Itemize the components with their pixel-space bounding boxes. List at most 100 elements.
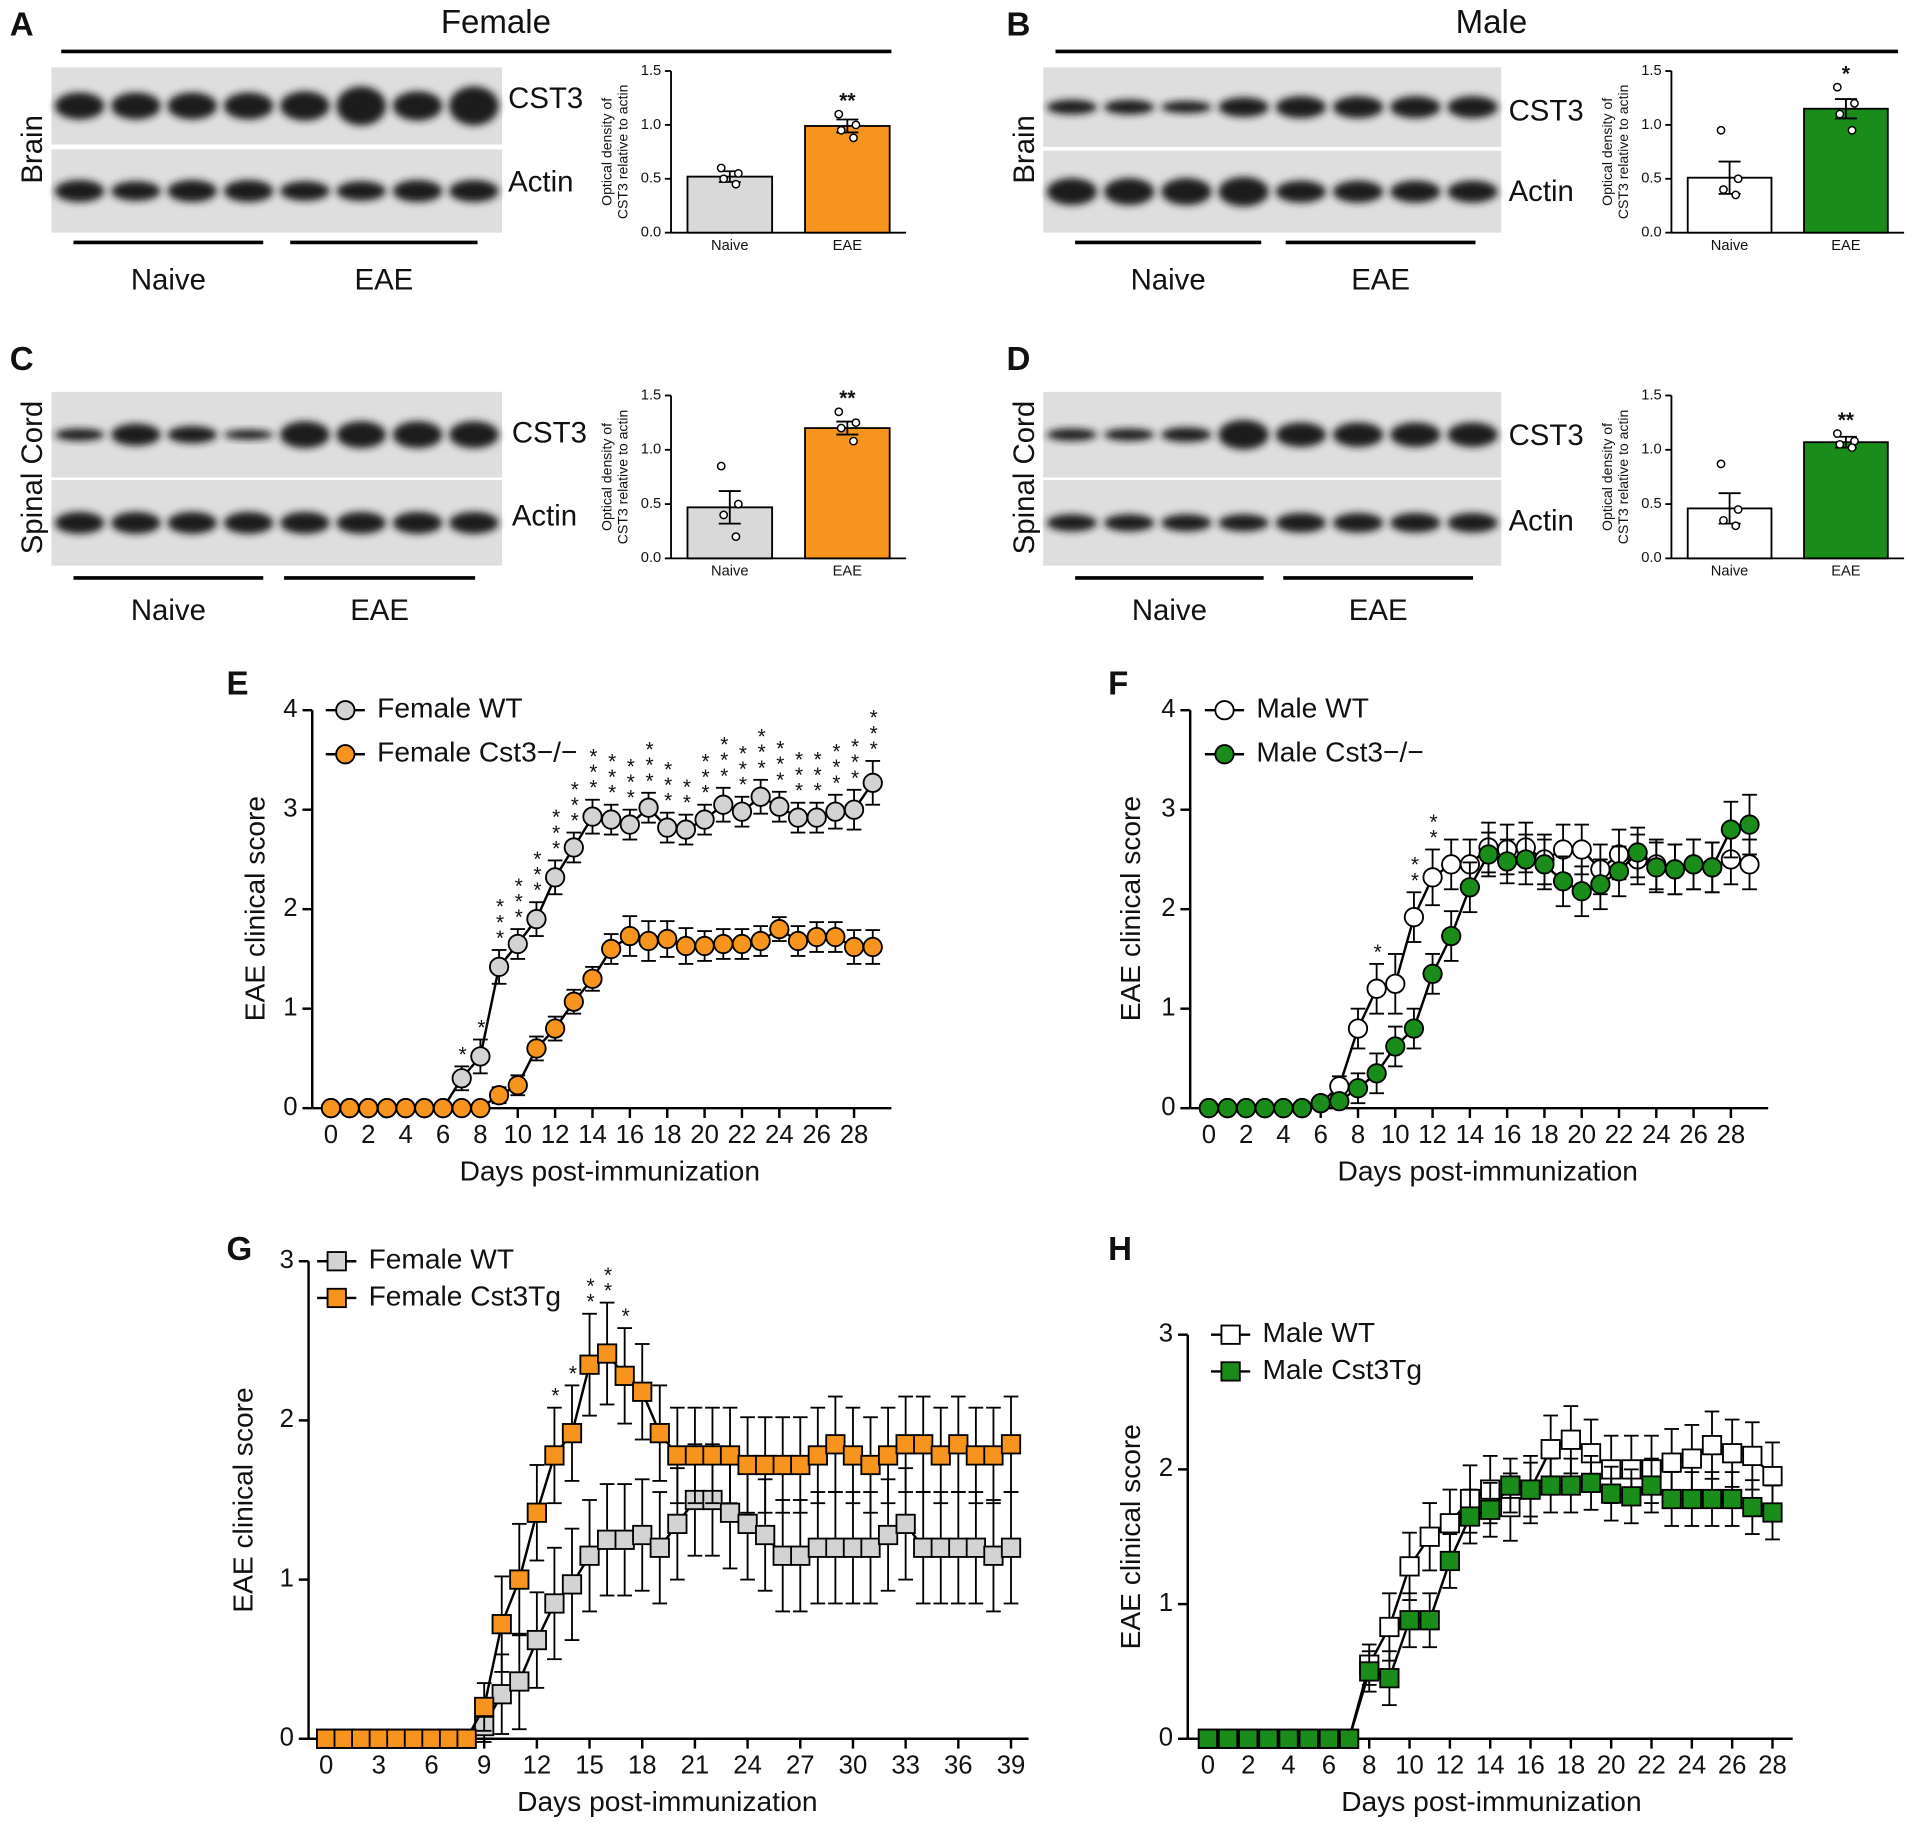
x-tick-label: 12 xyxy=(1418,1121,1447,1149)
panel-letter: F xyxy=(1108,665,1128,702)
data-point xyxy=(1439,1513,1460,1534)
legend-marker xyxy=(326,1287,347,1309)
x-tick-label: 10 xyxy=(503,1121,532,1149)
blot-band xyxy=(1046,178,1098,206)
blot-band xyxy=(1390,96,1441,119)
data-point xyxy=(895,1434,916,1455)
data-point xyxy=(1236,1098,1257,1119)
blot-band xyxy=(1390,513,1441,533)
data-point xyxy=(930,1445,951,1466)
group-label: Naive xyxy=(131,263,206,296)
panel-letter: D xyxy=(1007,341,1031,378)
data-point xyxy=(1478,844,1499,865)
x-axis-label: Days post-immunization xyxy=(460,1155,760,1186)
data-point xyxy=(1198,1098,1219,1119)
blot-band xyxy=(111,181,161,201)
data-point xyxy=(1480,1499,1501,1520)
band-label: Actin xyxy=(1509,175,1574,208)
blot-band xyxy=(449,86,499,126)
blot-band xyxy=(1275,96,1327,119)
blot-band xyxy=(223,92,274,120)
x-tick-label: Naive xyxy=(1711,238,1749,254)
blot-band xyxy=(1046,99,1098,115)
tissue-label: Brain xyxy=(1008,115,1041,184)
x-tick-label: 24 xyxy=(1678,1752,1707,1780)
data-point xyxy=(1701,1488,1723,1510)
y-tick-label: 0.0 xyxy=(1641,550,1661,566)
data-point xyxy=(1681,1488,1702,1510)
y-tick-label: 1.5 xyxy=(1641,387,1661,403)
x-tick-label: 24 xyxy=(733,1752,762,1780)
x-tick-label: 16 xyxy=(616,1121,645,1149)
significance: ** xyxy=(1403,854,1426,885)
y-tick-label: 0.5 xyxy=(1641,171,1661,187)
x-tick-label: 4 xyxy=(1281,1752,1295,1780)
data-point xyxy=(563,837,584,858)
y-tick-label: 0.0 xyxy=(641,225,661,241)
data-point xyxy=(507,1075,528,1096)
data-point xyxy=(731,801,753,822)
data-point xyxy=(1733,505,1743,514)
data-point xyxy=(842,1537,864,1558)
y-tick-label: 0 xyxy=(1159,1724,1173,1752)
data-point xyxy=(1399,1556,1420,1577)
blot-band xyxy=(111,92,161,120)
data-point xyxy=(731,179,741,189)
significance: *** xyxy=(806,748,829,795)
data-point xyxy=(1739,854,1760,875)
blot-band xyxy=(392,91,443,121)
data-point xyxy=(733,499,743,509)
blot-band xyxy=(1390,180,1441,203)
data-point xyxy=(614,1365,635,1386)
y-tick-label: 3 xyxy=(283,794,297,822)
x-tick-label: 21 xyxy=(681,1752,710,1780)
data-point xyxy=(1681,1448,1702,1469)
significance: *** xyxy=(545,806,568,853)
blot-band xyxy=(1332,513,1384,533)
x-tick-label: 20 xyxy=(1567,1121,1596,1149)
data-point xyxy=(1731,190,1741,200)
data-point xyxy=(842,1445,864,1466)
group-label: EAE xyxy=(1349,594,1408,627)
data-point xyxy=(849,436,858,446)
data-point xyxy=(806,926,827,948)
data-point xyxy=(1847,125,1857,135)
group-label: Naive xyxy=(1132,594,1207,627)
data-point xyxy=(1742,1497,1763,1518)
blot-band xyxy=(1161,514,1212,532)
data-point xyxy=(1422,867,1443,888)
data-point xyxy=(1646,857,1667,878)
x-tick-label: 18 xyxy=(1530,1121,1559,1149)
significance: ** xyxy=(839,387,856,410)
blot-band xyxy=(167,180,218,203)
x-tick-label: EAE xyxy=(1831,564,1861,580)
blot-band xyxy=(167,92,218,120)
data-point xyxy=(582,968,603,989)
x-tick-label: Naive xyxy=(1711,564,1749,580)
data-point xyxy=(470,1098,491,1119)
y-tick-label: 0.5 xyxy=(641,171,661,187)
data-point xyxy=(451,1098,472,1119)
x-tick-label: 27 xyxy=(786,1752,815,1780)
y-axis-label: CST3 relative to actin xyxy=(1615,85,1631,220)
blot-band xyxy=(280,421,330,449)
data-point xyxy=(1719,185,1728,194)
significance: ** xyxy=(597,1264,620,1295)
y-tick-label: 3 xyxy=(1161,794,1175,822)
x-tick-label: 14 xyxy=(1476,1752,1505,1780)
blot-band xyxy=(1332,422,1384,447)
y-axis-label: EAE clinical score xyxy=(1115,1424,1146,1649)
blot-band xyxy=(280,181,330,201)
blot-band xyxy=(1332,96,1384,119)
data-point xyxy=(579,1545,600,1566)
data-point xyxy=(836,423,846,433)
data-point xyxy=(1217,1728,1239,1749)
data-point xyxy=(1627,842,1648,863)
significance: *** xyxy=(563,778,586,825)
significance: *** xyxy=(601,750,624,797)
data-point xyxy=(316,1728,337,1749)
x-tick-label: 8 xyxy=(1362,1752,1376,1780)
data-point xyxy=(1590,874,1611,895)
data-point xyxy=(1366,978,1387,999)
data-point xyxy=(395,1098,416,1119)
